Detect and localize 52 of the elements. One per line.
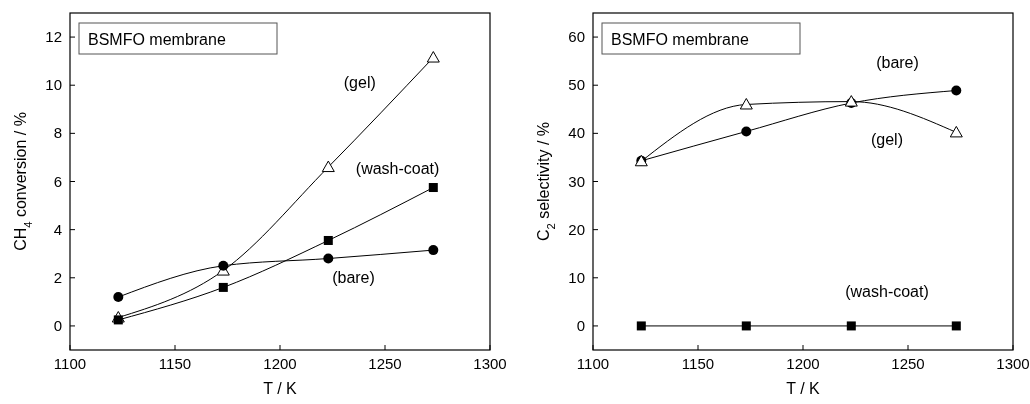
point [951, 321, 961, 331]
x-tick-label: 1300 [996, 355, 1030, 372]
x-tick-label: 1200 [786, 355, 820, 372]
caption-frame: BSMFO membrane [78, 22, 278, 55]
series-label: (bare) [332, 268, 375, 286]
point [218, 260, 229, 271]
y-tick-label: 10 [568, 268, 585, 286]
series-label: (gel) [870, 131, 904, 149]
x-tick-label: 1150 [158, 355, 192, 372]
y-tick-label: 8 [53, 124, 62, 142]
point [321, 160, 335, 173]
point [323, 235, 333, 245]
y-tick-label: 50 [568, 76, 585, 94]
point [218, 282, 228, 292]
x-axis-title: T / K [263, 380, 298, 397]
series-label: (wash-coat) [355, 160, 440, 178]
y-tick-label: 12 [45, 28, 62, 46]
x-tick-label: 1250 [891, 355, 925, 372]
x-tick-label: 1200 [263, 355, 297, 372]
y-tick-label: 20 [568, 220, 585, 238]
x-tick-label: 1300 [473, 355, 507, 372]
point [739, 97, 753, 110]
y-tick-label: 30 [568, 172, 585, 190]
point [323, 253, 334, 264]
series-label: (gel) [343, 73, 376, 91]
y-tick-label: 10 [45, 76, 62, 94]
point [951, 85, 962, 96]
y-tick-label: 40 [568, 124, 585, 142]
point [741, 321, 751, 331]
caption-frame: BSMFO membrane [601, 22, 801, 55]
x-axis-title: T / K [786, 380, 821, 397]
y-tick-label: 0 [576, 316, 585, 334]
point [113, 315, 123, 325]
x-tick-label: 1150 [681, 355, 715, 372]
x-tick-label: 1100 [576, 355, 610, 372]
y-tick-label: 0 [53, 316, 62, 334]
point [428, 183, 438, 193]
point [113, 292, 124, 303]
x-tick-label: 1100 [53, 355, 87, 372]
y-tick-label: 60 [568, 28, 585, 46]
point [846, 321, 856, 331]
point [741, 126, 752, 137]
point [949, 125, 963, 138]
y-tick-label: 2 [53, 268, 62, 286]
series-label: (bare) [876, 54, 919, 72]
point [636, 321, 646, 331]
x-tick-label: 1250 [368, 355, 402, 372]
y-tick-label: 6 [53, 172, 62, 190]
point [428, 245, 439, 256]
y-tick-label: 4 [53, 220, 62, 238]
series-label: (wash-coat) [845, 283, 929, 301]
point [426, 51, 440, 63]
